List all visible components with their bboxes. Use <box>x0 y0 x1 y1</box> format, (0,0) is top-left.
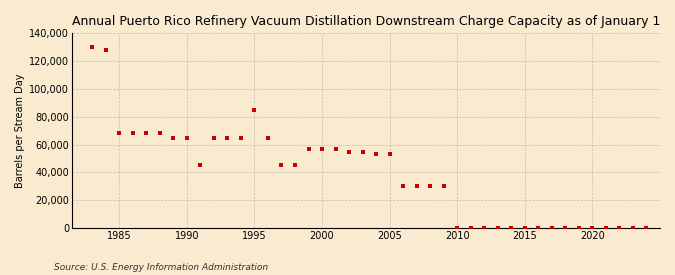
Point <box>317 147 327 151</box>
Point <box>357 149 368 154</box>
Point <box>263 135 273 140</box>
Point <box>479 225 489 230</box>
Title: Annual Puerto Rico Refinery Vacuum Distillation Downstream Charge Capacity as of: Annual Puerto Rico Refinery Vacuum Disti… <box>72 15 660 28</box>
Point <box>303 147 314 151</box>
Point <box>465 225 476 230</box>
Point <box>411 184 422 188</box>
Point <box>520 225 531 230</box>
Point <box>398 184 408 188</box>
Point <box>155 131 165 136</box>
Point <box>438 184 449 188</box>
Point <box>574 225 585 230</box>
Point <box>209 135 219 140</box>
Point <box>560 225 571 230</box>
Point <box>371 152 381 156</box>
Point <box>141 131 152 136</box>
Point <box>641 225 652 230</box>
Point <box>168 135 179 140</box>
Point <box>330 147 341 151</box>
Point <box>222 135 233 140</box>
Point <box>276 163 287 167</box>
Point <box>601 225 612 230</box>
Point <box>547 225 558 230</box>
Point <box>587 225 598 230</box>
Point <box>492 225 503 230</box>
Point <box>628 225 639 230</box>
Point <box>425 184 435 188</box>
Point <box>614 225 625 230</box>
Point <box>236 135 246 140</box>
Point <box>290 163 300 167</box>
Point <box>506 225 516 230</box>
Point <box>452 225 462 230</box>
Point <box>114 131 125 136</box>
Point <box>533 225 544 230</box>
Point <box>128 131 138 136</box>
Point <box>249 108 260 112</box>
Point <box>344 149 354 154</box>
Point <box>195 163 206 167</box>
Point <box>182 135 192 140</box>
Point <box>87 45 98 50</box>
Text: Source: U.S. Energy Information Administration: Source: U.S. Energy Information Administ… <box>54 263 268 272</box>
Point <box>384 152 395 156</box>
Y-axis label: Barrels per Stream Day: Barrels per Stream Day <box>15 73 25 188</box>
Point <box>101 48 111 52</box>
